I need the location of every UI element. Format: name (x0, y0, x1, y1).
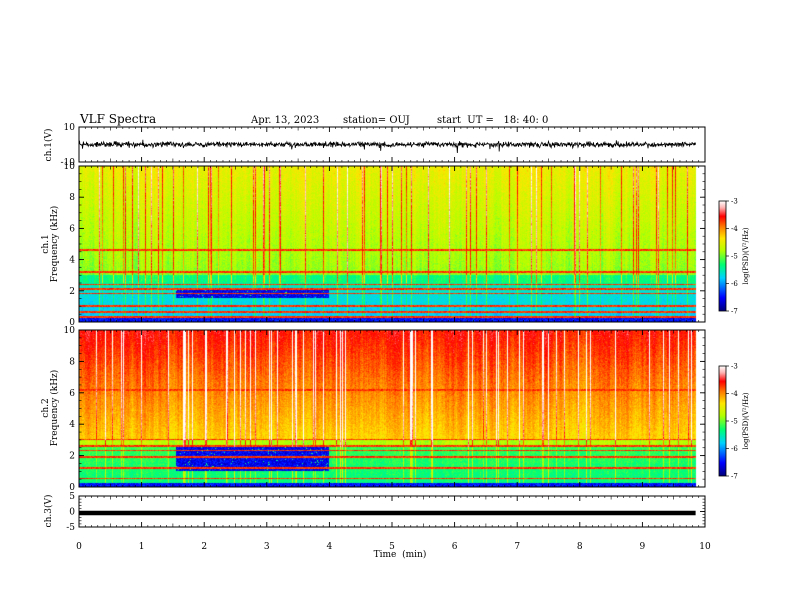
colorbar-tick-label: -6 (731, 280, 738, 288)
y-tick-label: 5 (69, 492, 75, 502)
time-tick-label: 3 (264, 542, 270, 552)
time-tick-label: 8 (577, 542, 583, 552)
ch1-channel-label: ch.1 (41, 234, 51, 253)
time-tick-label: 0 (76, 542, 82, 552)
colorbar-tick-label: -5 (731, 418, 738, 426)
y-tick-label: -5 (66, 523, 75, 533)
ch1-y-ticks: 10 -10 (61, 123, 705, 168)
colorbar-tick-label: -7 (731, 308, 738, 316)
time-tick-label: 7 (514, 542, 520, 552)
time-tick-label: 5 (389, 542, 395, 552)
colorbar-tick-label: -6 (731, 445, 738, 453)
time-tick-label: 2 (201, 542, 207, 552)
time-tick-label: 10 (699, 542, 711, 552)
y-tick-label: 10 (64, 162, 76, 172)
time-ticks (78, 127, 706, 527)
ch1-colorbar-gradient (718, 200, 727, 312)
y-tick-label: 10 (64, 326, 76, 336)
colorbar-tick-label: -5 (731, 253, 738, 261)
start-time-label: start UT = 18: 40: 0 (437, 115, 548, 126)
ch1-colorbar: -3 -4 -5 -6 -7 log(PSD)(V²/Hz) (718, 198, 750, 316)
ch2-colorbar-gradient (718, 365, 727, 477)
y-tick-label: 8 (69, 193, 75, 203)
ch2-colorbar: -3 -4 -5 -6 -7 log(PSD)(V²/Hz) (718, 363, 750, 481)
y-tick-label: 8 (69, 357, 75, 367)
y-tick-label: 2 (69, 287, 75, 297)
ch1-frequency-ticks: 0 2 4 6 8 10 (64, 162, 705, 328)
colorbar-tick-label: -4 (731, 390, 738, 398)
y-tick-label: -10 (61, 158, 76, 168)
y-tick-label: 6 (69, 224, 75, 234)
ch1-spectrogram-panel: 0 2 4 6 8 10 ch.1 Frequency (kHz) (41, 162, 706, 328)
time-tick-label: 1 (139, 542, 145, 552)
ch1-spectrogram-image (79, 166, 705, 322)
colorbar-tick-label: -4 (731, 225, 738, 233)
y-tick-label: 4 (69, 256, 75, 266)
ch1-colorbar-label: log(PSD)(V²/Hz) (742, 227, 750, 284)
y-tick-label: 0 (69, 508, 75, 518)
colorbar-tick-label: -7 (731, 473, 738, 481)
ch1-colorbar-ticks: -3 -4 -5 -6 -7 (726, 198, 738, 316)
y-tick-label: 4 (69, 420, 75, 430)
figure-title: VLF Spectra (79, 112, 156, 126)
y-tick-label: 0 (69, 483, 75, 493)
y-tick-label: 10 (64, 123, 76, 133)
ch2-frequency-label: Frequency (kHz) (49, 370, 60, 447)
ch2-colorbar-ticks: -3 -4 -5 -6 -7 (726, 363, 738, 481)
ch2-channel-label: ch.2 (41, 398, 51, 417)
time-axis-label: Time (min) (374, 549, 427, 560)
station-label: station= OUJ (343, 115, 410, 126)
colorbar-tick-label: -3 (731, 363, 738, 371)
ch2-colorbar-label: log(PSD)(V²/Hz) (742, 392, 750, 449)
y-tick-label: 2 (69, 452, 75, 462)
ch1-waveform-trace (79, 139, 697, 153)
ch2-spectrogram-image (79, 330, 705, 487)
ch3-y-ticks: 5 0 -5 (66, 492, 705, 533)
y-tick-label: 6 (69, 389, 75, 399)
time-tick-label: 9 (640, 542, 646, 552)
y-tick-label: 0 (69, 318, 75, 328)
observation-date: Apr. 13, 2023 (250, 115, 319, 126)
ch1-frequency-label: Frequency (kHz) (49, 206, 60, 283)
ch3-panel: 5 0 -5 ch.3(V) (43, 492, 706, 533)
ch3-y-axis-label: ch.3(V) (43, 495, 54, 528)
ch1-panel: 10 -10 ch.1(V) (43, 123, 706, 168)
ch1-y-axis-label: ch.1(V) (43, 129, 54, 162)
ch2-spectrogram-panel: 0 2 4 6 8 10 ch.2 Frequency (kHz) (41, 326, 706, 493)
colorbar-tick-label: -3 (731, 198, 738, 206)
time-tick-label: 4 (327, 542, 333, 552)
time-tick-labels: 0 1 2 3 4 5 6 7 8 9 10 (76, 542, 711, 552)
time-tick-label: 6 (452, 542, 458, 552)
